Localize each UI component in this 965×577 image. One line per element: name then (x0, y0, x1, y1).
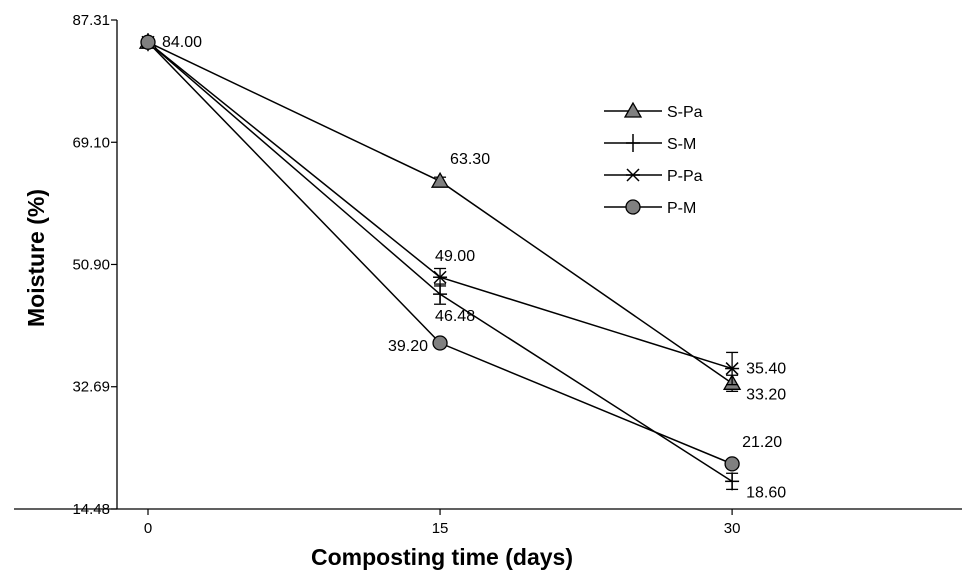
legend-marker (626, 168, 640, 182)
triangle-marker (623, 101, 643, 118)
legend-item-p-m: P-M (604, 199, 696, 217)
legend-label: P-M (667, 200, 696, 217)
data-point-s-m (725, 472, 740, 491)
y-tick-label: 14.48 (72, 501, 110, 518)
legend-label: S-Pa (667, 104, 703, 121)
axes (14, 20, 962, 510)
data-label: 21.20 (742, 434, 782, 451)
circle-marker (432, 335, 448, 351)
circle-marker (625, 199, 641, 215)
data-point-p-pa (725, 362, 740, 376)
x-tick-label: 0 (144, 520, 152, 537)
data-point-p-pa (433, 270, 448, 284)
data-point-p-m (140, 34, 156, 50)
x-tick-label: 30 (724, 520, 741, 537)
data-labels: 84.00 63.30 49.00 46.48 39.20 35.40 33.20 21.20… (162, 34, 786, 501)
x-ticks: 0 15 30 (144, 509, 741, 537)
series-markers (138, 32, 742, 491)
asterisk-marker-d2 (626, 168, 640, 182)
x-axis-title: Composting time (days) (311, 544, 573, 570)
data-label: 39.20 (388, 338, 428, 355)
y-tick-label: 87.31 (72, 12, 110, 29)
data-label: 46.48 (435, 308, 475, 325)
circle-marker (724, 456, 740, 472)
asterisk-marker-d2 (433, 270, 447, 284)
circle-marker (140, 34, 156, 50)
data-label: 35.40 (746, 361, 786, 378)
y-tick-label: 32.69 (72, 379, 110, 396)
data-point-s-pa (430, 171, 450, 188)
data-point-p-m (724, 456, 740, 472)
y-ticks: 14.48 32.69 50.90 69.10 87.31 (72, 12, 117, 518)
data-label: 63.30 (450, 151, 490, 168)
y-tick-label: 69.10 (72, 134, 110, 151)
legend-marker (625, 199, 641, 215)
legend: S-Pa S-M P-Pa P-M (604, 101, 703, 217)
legend-item-p-pa: P-Pa (604, 168, 703, 185)
data-label: 18.60 (746, 484, 786, 501)
asterisk-marker-d2 (725, 362, 739, 376)
data-label: 33.20 (746, 386, 786, 403)
data-label: 49.00 (435, 248, 475, 265)
y-tick-label: 50.90 (72, 256, 110, 273)
legend-item-s-pa: S-Pa (604, 101, 703, 121)
y-axis-title: Moisture (%) (23, 189, 49, 327)
x-tick-label: 15 (432, 520, 449, 537)
legend-item-s-m: S-M (604, 134, 696, 153)
legend-marker (623, 101, 643, 118)
triangle-marker (430, 171, 450, 188)
data-point-p-m (432, 335, 448, 351)
data-point-s-m (433, 285, 448, 304)
legend-label: S-M (667, 136, 696, 153)
data-label: 84.00 (162, 34, 202, 51)
legend-label: P-Pa (667, 168, 703, 185)
series-line-s-pa (147, 41, 733, 384)
legend-marker (626, 134, 640, 152)
